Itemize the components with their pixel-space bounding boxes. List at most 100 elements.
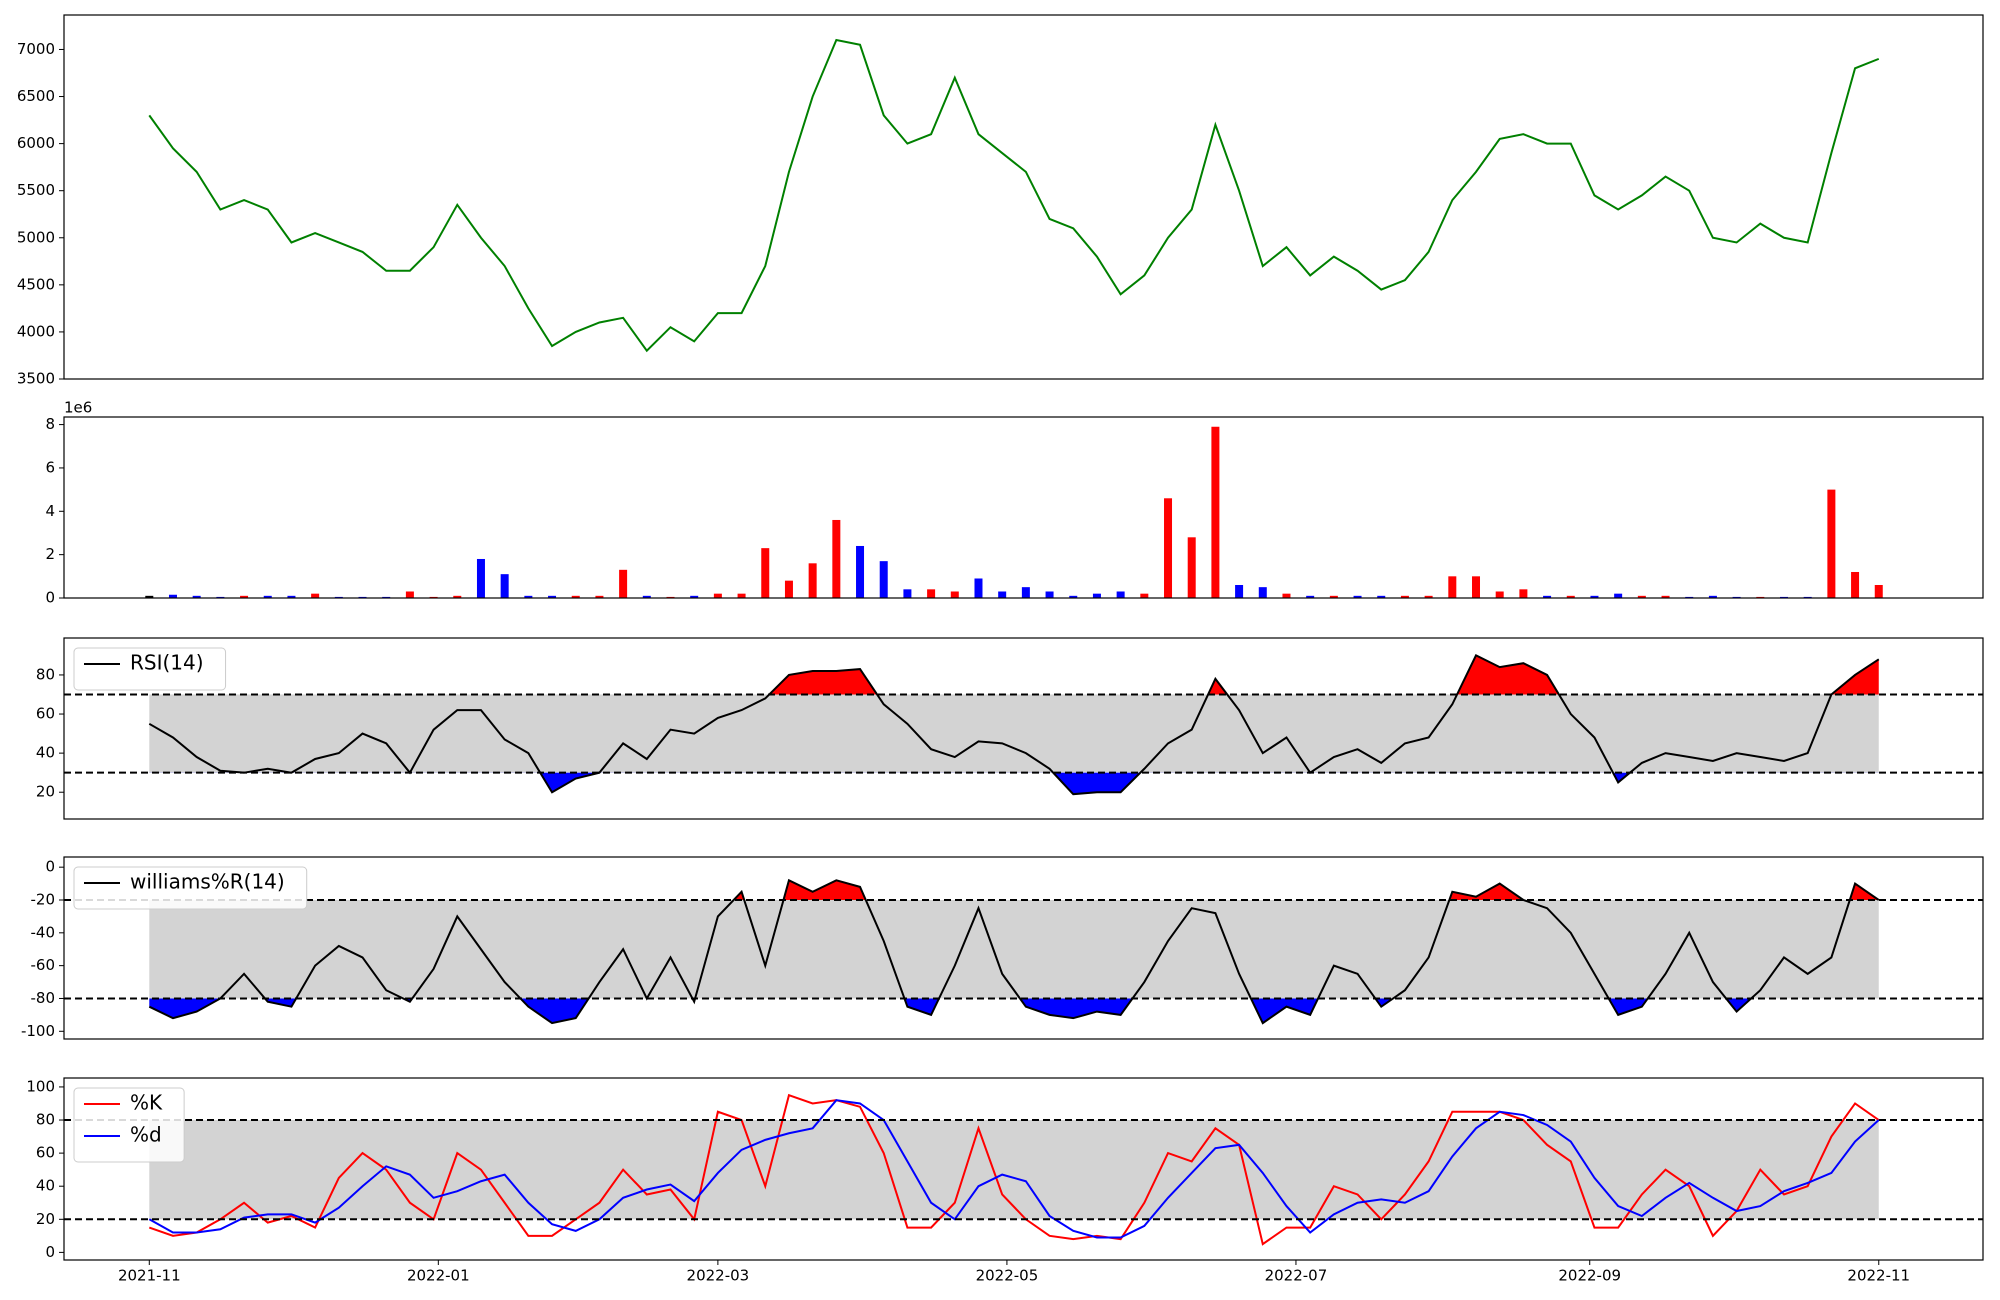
- y-tick-label: -40: [31, 923, 56, 941]
- series-line: [148, 1099, 1880, 1239]
- panel-frame: [63, 416, 1984, 599]
- volume-bar: [1353, 595, 1362, 598]
- y-tick-label: 20: [36, 1210, 55, 1228]
- x-tick-label: 2022-07: [1265, 1267, 1328, 1285]
- y-tick-label: -60: [31, 956, 56, 974]
- volume-bar: [145, 595, 154, 598]
- volume-bar: [1140, 593, 1149, 598]
- y-tick-label: 40: [36, 744, 55, 762]
- volume-bar: [595, 595, 604, 598]
- volume-bar: [524, 595, 533, 598]
- x-tick-label: 2021-11: [118, 1267, 181, 1285]
- y-tick-label: 0: [45, 589, 55, 607]
- volume-bar: [476, 558, 485, 598]
- volume-bar: [1614, 593, 1623, 598]
- volume-bar: [1187, 537, 1196, 598]
- y-tick-label: -80: [31, 989, 56, 1007]
- x-tick-label: 2022-05: [976, 1267, 1039, 1285]
- volume-bar: [1448, 576, 1457, 598]
- volume-bar: [1329, 595, 1338, 598]
- volume-bar: [619, 569, 628, 598]
- legend-label: RSI(14): [130, 651, 204, 675]
- volume-bar: [405, 591, 414, 598]
- y-tick-label: -20: [31, 890, 56, 908]
- y-tick-label: 20: [36, 783, 55, 801]
- y-tick-label: 4000: [17, 322, 55, 340]
- volume-bar: [1306, 595, 1315, 598]
- volume-bar: [927, 589, 936, 598]
- volume-bar: [1235, 584, 1244, 598]
- volume-bar: [879, 561, 888, 598]
- y-tick-label: 80: [36, 1111, 55, 1129]
- volume-bar: [192, 595, 201, 598]
- y-tick-label: 4: [45, 502, 55, 520]
- volume-bar: [1543, 595, 1552, 598]
- y-tick-label: 4500: [17, 275, 55, 293]
- panel: -100 -80 -60 -40 -20 0 williams%R(14): [21, 856, 1984, 1040]
- volume-bar: [1851, 571, 1860, 598]
- volume-bar: [998, 591, 1007, 598]
- series-line: [148, 1093, 1880, 1246]
- volume-bar: [950, 591, 959, 598]
- volume-bar: [1661, 595, 1670, 598]
- volume-bar: [1637, 595, 1646, 598]
- y-tick-label: 6: [45, 458, 55, 476]
- y-tick-label: 8: [45, 415, 55, 433]
- x-tick-label: 2022-03: [687, 1267, 750, 1285]
- panel: 3500 4000 4500 5000 5500 6000 6500 7000: [17, 14, 1984, 388]
- y-tick-label: 40: [36, 1177, 55, 1195]
- series-line: [148, 654, 1880, 796]
- volume-bar: [1566, 595, 1575, 598]
- oversold-fill: [149, 998, 1752, 1024]
- volume-bar: [311, 593, 320, 598]
- legend-label: williams%R(14): [130, 870, 285, 894]
- x-tick-label: 2022-11: [1847, 1267, 1910, 1285]
- y-tick-label: 0: [45, 858, 55, 876]
- panel-frame: [63, 637, 1984, 820]
- neutral-band: [149, 899, 1879, 999]
- volume-bar: [1116, 591, 1125, 598]
- panel: 1e6 0 2 4 6 8: [45, 399, 1984, 607]
- volume-bar: [1590, 595, 1599, 598]
- y-tick-label: 80: [36, 665, 55, 683]
- volume-bar: [856, 545, 865, 598]
- volume-bar: [1045, 591, 1054, 598]
- volume-bar: [548, 595, 557, 598]
- y-tick-label: 6500: [17, 87, 55, 105]
- volume-bar: [1211, 426, 1220, 598]
- volume-bar: [1164, 498, 1173, 598]
- volume-bar: [1092, 593, 1101, 598]
- volume-bar: [1282, 593, 1291, 598]
- y-tick-label: 6000: [17, 134, 55, 152]
- panel: 20 40 60 80 RSI(14): [36, 637, 1984, 820]
- volume-bar: [1472, 576, 1481, 598]
- volume-bar: [974, 578, 983, 598]
- y-tick-label: 2: [45, 545, 55, 563]
- panel-frame: [63, 14, 1984, 380]
- volume-bar: [500, 574, 509, 598]
- volume-bar: [571, 595, 580, 598]
- volume-bar: [1069, 595, 1078, 598]
- legend-box: [73, 647, 227, 691]
- volume-bar: [263, 595, 272, 598]
- x-tick-label: 2022-01: [407, 1267, 470, 1285]
- legend: %K %d: [73, 1087, 185, 1163]
- volume-bar: [903, 589, 912, 598]
- volume-bar: [1519, 589, 1528, 598]
- volume-bar: [761, 548, 770, 598]
- volume-bar: [642, 595, 651, 598]
- volume-bar: [240, 595, 249, 598]
- legend: williams%R(14): [73, 866, 308, 910]
- panel-frame: [63, 856, 1984, 1040]
- volume-bar: [1377, 595, 1386, 598]
- volume-bar: [808, 563, 817, 598]
- legend-label: %K: [130, 1091, 163, 1115]
- series-line: [148, 38, 1880, 353]
- x-tick-label: 2022-09: [1558, 1267, 1621, 1285]
- y-tick-label: 5000: [17, 228, 55, 246]
- panel: 0 20 40 60 80 100 %K %d: [26, 1077, 1984, 1261]
- y-tick-label: 60: [36, 1144, 55, 1162]
- volume-bar: [1874, 584, 1883, 598]
- series-line: [148, 878, 1880, 1025]
